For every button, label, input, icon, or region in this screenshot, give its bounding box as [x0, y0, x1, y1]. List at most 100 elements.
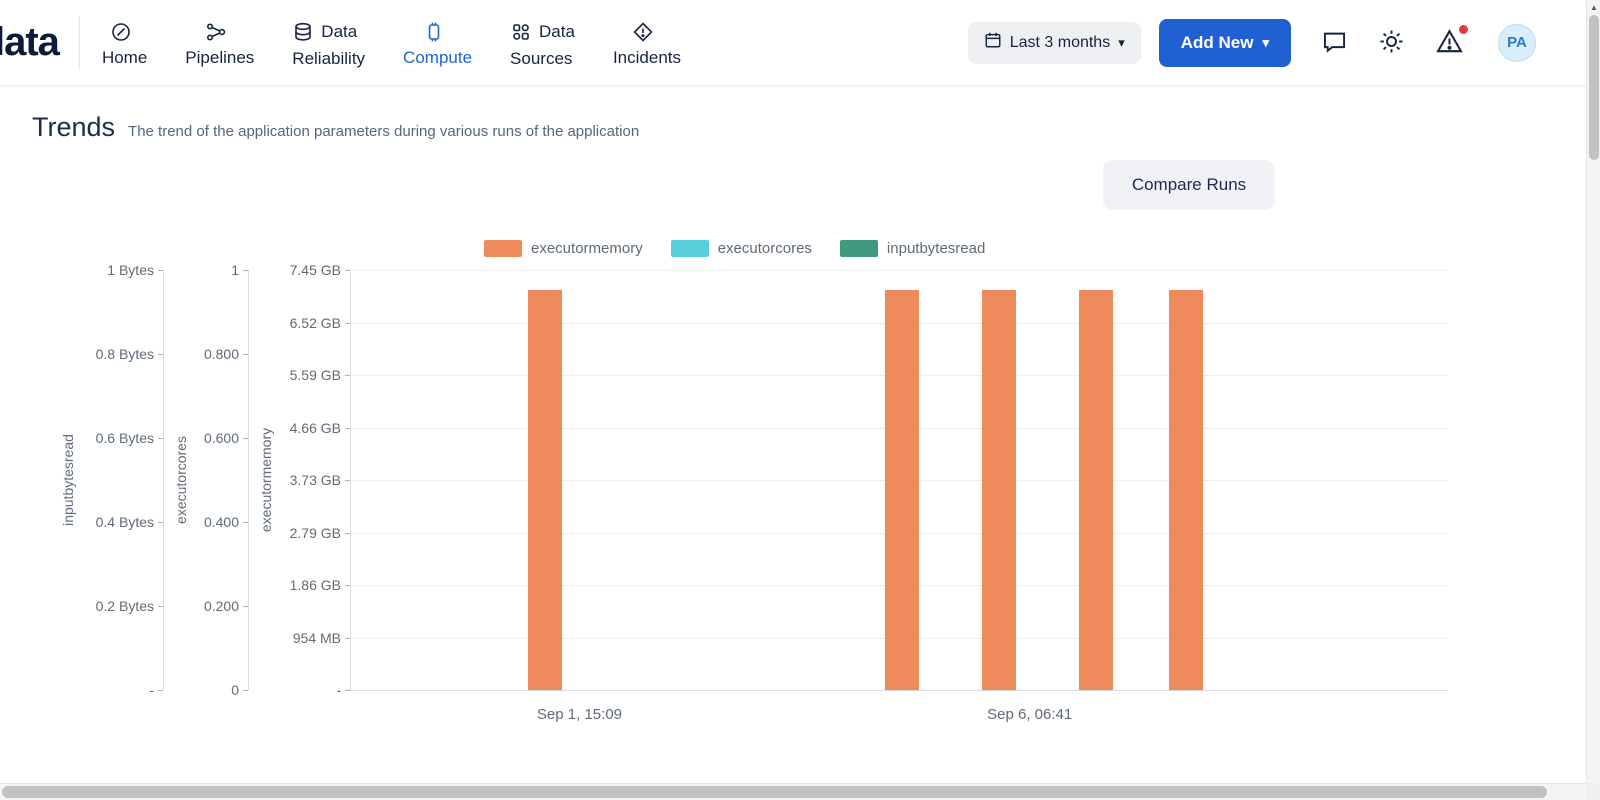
- y-tick-label: 1: [231, 262, 239, 278]
- y-tick-label: 954 MB: [292, 629, 341, 646]
- y-tick-mark: [158, 522, 163, 523]
- page-subtitle: The trend of the application parameters …: [128, 123, 640, 140]
- x-axis-label: Sep 1, 15:09: [536, 706, 623, 723]
- y-tick-mark: [345, 637, 350, 639]
- nav-label: Reliability: [292, 48, 366, 68]
- x-axis-label: Sep 6, 06:41: [987, 706, 1073, 723]
- settings-button[interactable]: [1378, 28, 1405, 58]
- bar-executormemory[interactable]: [528, 289, 563, 690]
- bar-executormemory[interactable]: [1168, 289, 1203, 690]
- nav-item-compute[interactable]: Compute: [403, 19, 472, 71]
- y-tick-mark: [345, 375, 350, 376]
- topbar-right-cluster: Last 3 months ▾ Add New ▾: [967, 18, 1586, 67]
- y-axis-line: [163, 270, 164, 690]
- y-tick-label: 0.8 Bytes: [95, 346, 154, 362]
- scrollbar-corner: [1586, 783, 1600, 800]
- legend-label: executorcores: [717, 240, 812, 257]
- nav-item-pipelines[interactable]: Pipelines: [185, 19, 254, 71]
- y-tick-mark: [243, 690, 248, 691]
- y-tick-mark: [243, 270, 248, 271]
- add-new-button[interactable]: Add New ▾: [1158, 18, 1291, 67]
- vertical-scrollbar[interactable]: ▲: [1586, 0, 1600, 783]
- gear-icon: [1378, 28, 1405, 58]
- y-tick-label: 1 Bytes: [107, 262, 154, 278]
- y-tick-label: 0.400: [203, 514, 239, 530]
- vertical-scrollbar-thumb[interactable]: [1589, 15, 1599, 160]
- legend-swatch-teal: [839, 240, 878, 257]
- top-nav-bar: lata Home: [0, 0, 1586, 86]
- bar-executormemory[interactable]: [981, 289, 1016, 690]
- y-tick-label: 2.79 GB: [289, 524, 341, 541]
- y-tick-label: 4.66 GB: [289, 419, 341, 436]
- warning-triangle-icon: [1435, 27, 1464, 59]
- legend-item-executorcores[interactable]: executorcores: [670, 240, 812, 257]
- legend-item-executormemory[interactable]: executormemory: [484, 240, 643, 257]
- legend-swatch-orange: [484, 240, 522, 257]
- date-range-selector[interactable]: Last 3 months ▾: [967, 21, 1141, 64]
- legend-label: executormemory: [531, 240, 643, 257]
- avatar[interactable]: PA: [1498, 23, 1536, 62]
- logo[interactable]: lata: [0, 20, 60, 64]
- notification-dot: [1459, 24, 1468, 34]
- y-tick-mark: [158, 354, 163, 355]
- page-head: Trends The trend of the application para…: [32, 112, 639, 143]
- y-tick-mark: [243, 522, 248, 523]
- y-tick-mark: [243, 354, 248, 355]
- y-tick-label: 5.59 GB: [289, 367, 341, 383]
- pipelines-icon: [205, 21, 227, 43]
- y-tick-mark: [345, 270, 350, 271]
- y-tick-label: 0.6 Bytes: [95, 430, 154, 446]
- y-tick-mark: [158, 690, 163, 691]
- compare-runs-button[interactable]: Compare Runs: [1103, 160, 1275, 210]
- y-tick-label: 6.52 GB: [289, 314, 341, 331]
- nav-item-data-reliability[interactable]: Data Reliability: [292, 19, 365, 72]
- y-tick-label: 0.800: [203, 346, 239, 362]
- grid-icon: [510, 21, 532, 43]
- bar-executormemory[interactable]: [885, 289, 920, 690]
- y-tick-mark: [158, 270, 163, 271]
- nav-label: Pipelines: [185, 48, 255, 68]
- bar-executormemory[interactable]: [1078, 289, 1113, 690]
- y-tick-mark: [345, 322, 350, 324]
- y-tick-mark: [345, 690, 350, 691]
- gridline: [350, 270, 1448, 271]
- y-tick-label: 0.200: [203, 598, 239, 614]
- y-tick-mark: [243, 438, 248, 439]
- legend-item-inputbytesread[interactable]: inputbytesread: [839, 240, 985, 257]
- calendar-icon: [984, 31, 1002, 54]
- chart-legend: executormemory executorcores inputbytesr…: [484, 240, 985, 257]
- y-tick-label: 0.4 Bytes: [95, 514, 154, 530]
- chat-button[interactable]: [1321, 28, 1348, 58]
- y-tick-mark: [158, 438, 163, 439]
- nav-item-home[interactable]: Home: [102, 19, 147, 71]
- x-axis-baseline: [350, 690, 1448, 691]
- nav-label: Home: [101, 48, 148, 68]
- y-tick-label: 3.73 GB: [289, 472, 341, 488]
- chip-icon: [423, 21, 445, 43]
- home-icon: [110, 21, 132, 43]
- y-tick-mark: [345, 480, 350, 481]
- database-icon: [292, 21, 314, 43]
- main-nav: Home Pipelines: [102, 19, 681, 72]
- scroll-up-arrow-icon[interactable]: ▲: [1590, 2, 1598, 12]
- y-axis-title: executormemory: [258, 427, 274, 533]
- y-tick-mark: [345, 532, 350, 534]
- alerts-button[interactable]: [1435, 24, 1468, 59]
- page-title: Trends: [32, 112, 116, 142]
- horizontal-scrollbar-thumb[interactable]: [2, 786, 1547, 798]
- nav-label: Incidents: [612, 48, 681, 68]
- y-tick-label: 0.2 Bytes: [95, 598, 154, 614]
- logo-divider: [78, 15, 80, 70]
- nav-item-data-sources[interactable]: Data Sources: [510, 19, 575, 72]
- nav-label: Sources: [510, 48, 573, 68]
- y-tick-label: 0.600: [203, 430, 239, 446]
- y-tick-mark: [158, 606, 163, 607]
- y-tick-label: -: [336, 682, 341, 698]
- nav-label-word1: Data: [539, 22, 575, 42]
- nav-item-incidents[interactable]: Incidents: [613, 19, 681, 71]
- chevron-down-icon: ▾: [1118, 35, 1125, 50]
- horizontal-scrollbar[interactable]: [0, 783, 1586, 800]
- y-axis-line: [248, 270, 249, 690]
